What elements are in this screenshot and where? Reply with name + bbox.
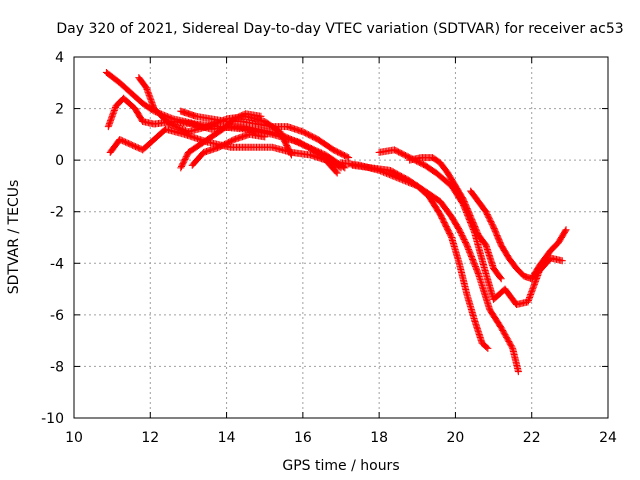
x-tick-label: 12 bbox=[141, 430, 159, 446]
x-tick-label: 24 bbox=[599, 430, 617, 446]
data-point bbox=[181, 127, 189, 135]
x-tick-label: 22 bbox=[523, 430, 541, 446]
data-point bbox=[206, 121, 214, 129]
data-point bbox=[171, 122, 179, 130]
data-point bbox=[287, 150, 295, 158]
data-points bbox=[102, 68, 570, 376]
y-axis-label: SDTVAR / TECUs bbox=[6, 180, 22, 295]
data-point bbox=[205, 122, 213, 130]
data-point bbox=[508, 343, 516, 351]
data-point bbox=[474, 268, 482, 276]
data-point bbox=[343, 153, 351, 161]
data-point bbox=[484, 344, 492, 352]
data-point bbox=[483, 343, 491, 351]
y-tick-label: -8 bbox=[50, 359, 64, 375]
data-point bbox=[261, 133, 269, 141]
x-tick-label: 18 bbox=[370, 430, 388, 446]
data-point bbox=[562, 226, 570, 234]
y-tick-label: 2 bbox=[55, 102, 64, 118]
data-point bbox=[496, 274, 504, 282]
data-point bbox=[332, 168, 340, 176]
data-point bbox=[174, 124, 182, 132]
data-point bbox=[173, 123, 181, 131]
data-point bbox=[180, 126, 188, 134]
y-tick-label: -6 bbox=[50, 308, 64, 324]
x-tick-label: 16 bbox=[294, 430, 312, 446]
data-point bbox=[168, 121, 176, 129]
data-point bbox=[514, 368, 522, 376]
chart-title: Day 320 of 2021, Sidereal Day-to-day VTE… bbox=[56, 21, 623, 37]
y-tick-label: -4 bbox=[50, 256, 64, 272]
data-point bbox=[497, 275, 505, 283]
x-tick-label: 20 bbox=[447, 430, 465, 446]
data-point bbox=[179, 125, 187, 133]
data-point bbox=[165, 120, 173, 128]
plot-frame bbox=[73, 56, 609, 419]
data-point bbox=[167, 121, 175, 129]
data-point bbox=[176, 124, 184, 132]
data-point bbox=[208, 121, 216, 129]
data-point bbox=[345, 154, 353, 162]
data-point bbox=[204, 123, 211, 131]
data-point bbox=[170, 122, 178, 130]
y-tick-label: 4 bbox=[55, 50, 64, 66]
y-tick-label: -10 bbox=[41, 411, 64, 427]
data-point bbox=[177, 125, 185, 133]
data-point bbox=[257, 112, 265, 120]
y-tick-label: 0 bbox=[55, 153, 64, 169]
x-tick-label: 10 bbox=[65, 430, 83, 446]
x-axis-label: GPS time / hours bbox=[282, 458, 399, 474]
data-point bbox=[333, 169, 341, 177]
data-point bbox=[287, 151, 295, 159]
data-point bbox=[561, 227, 569, 235]
x-tick-label: 14 bbox=[218, 430, 236, 446]
y-tick-label: -2 bbox=[50, 205, 64, 221]
data-point bbox=[558, 257, 566, 265]
data-point bbox=[341, 164, 349, 172]
